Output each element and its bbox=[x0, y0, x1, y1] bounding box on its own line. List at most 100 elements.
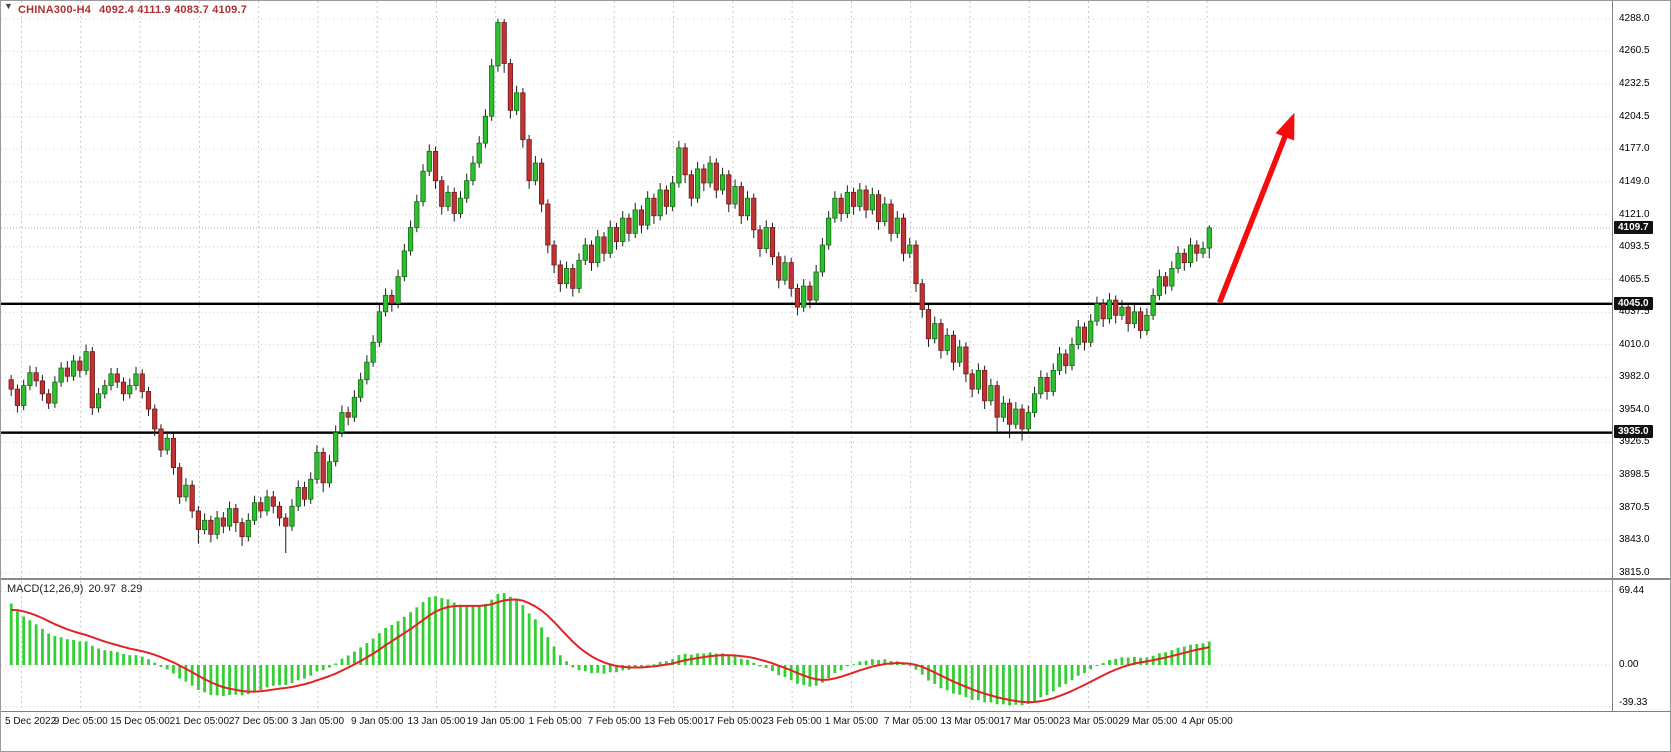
price-tick-label: 4260.5 bbox=[1619, 45, 1650, 57]
candle-body bbox=[545, 203, 551, 246]
candle-body bbox=[938, 323, 944, 351]
macd-histogram-bar bbox=[708, 652, 712, 665]
candle-body bbox=[89, 351, 95, 409]
candle-body bbox=[988, 385, 994, 402]
candle-body bbox=[495, 22, 501, 67]
candle-body bbox=[919, 283, 925, 310]
candle-body bbox=[1163, 276, 1169, 287]
macd-histogram-bar bbox=[153, 662, 157, 665]
chart-plot-area[interactable] bbox=[1, 1, 1612, 711]
candle-body bbox=[788, 262, 794, 289]
macd-histogram-bar bbox=[234, 665, 238, 695]
candle-body bbox=[1081, 326, 1088, 343]
macd-histogram-bar bbox=[1070, 665, 1074, 681]
macd-histogram-bar bbox=[702, 653, 706, 665]
candle-body bbox=[632, 209, 638, 234]
candle-body bbox=[289, 505, 295, 527]
candle-body bbox=[520, 92, 526, 141]
macd-histogram-bar bbox=[421, 602, 425, 665]
candle-body bbox=[1050, 369, 1056, 392]
price-tick-label: 4037.5 bbox=[1619, 306, 1650, 318]
candle-body bbox=[1187, 244, 1194, 264]
candle-body bbox=[489, 65, 495, 117]
macd-histogram-bar bbox=[858, 661, 862, 665]
candle-body bbox=[1113, 299, 1119, 316]
candle-body bbox=[420, 170, 426, 203]
macd-histogram-bar bbox=[571, 665, 575, 668]
candle-body bbox=[682, 147, 688, 176]
macd-histogram-bar bbox=[1020, 665, 1024, 706]
candle-body bbox=[719, 174, 726, 191]
macd-histogram-bar bbox=[1058, 665, 1061, 687]
candle-body bbox=[158, 428, 164, 451]
time-axis[interactable]: 5 Dec 2022 9 Dec 05:00 15 Dec 05:00 21 Dec … bbox=[1, 711, 1670, 751]
price-tick-label: 4093.5 bbox=[1619, 240, 1650, 252]
candle-body bbox=[526, 139, 532, 182]
macd-histogram-bar bbox=[877, 659, 880, 665]
macd-histogram-bar bbox=[296, 665, 300, 681]
candle-body bbox=[863, 189, 869, 211]
candle-body bbox=[957, 346, 963, 363]
macd-histogram-bar bbox=[1089, 665, 1093, 670]
candle-body bbox=[769, 227, 776, 258]
candle-body bbox=[395, 276, 401, 305]
time-axis-label: 1 Feb 05:00 bbox=[528, 716, 582, 727]
candle-body bbox=[982, 369, 988, 402]
macd-tick-label: 0.00 bbox=[1619, 659, 1639, 670]
candle-body bbox=[501, 22, 507, 64]
candle-body bbox=[595, 236, 601, 264]
macd-histogram-bar bbox=[159, 665, 163, 667]
macd-histogram-bar bbox=[78, 641, 82, 665]
macd-histogram-bar bbox=[1064, 665, 1068, 685]
macd-histogram-bar bbox=[1039, 665, 1043, 698]
candle-body bbox=[925, 309, 932, 340]
candle-body bbox=[301, 487, 308, 500]
candle-body bbox=[514, 92, 520, 111]
macd-histogram-bar bbox=[777, 665, 781, 676]
macd-histogram-bar bbox=[1083, 665, 1086, 674]
candle-body bbox=[432, 150, 439, 182]
candle-body bbox=[1175, 252, 1181, 269]
macd-histogram-bar bbox=[1076, 665, 1080, 676]
macd-histogram-bar bbox=[515, 599, 519, 665]
candle-body bbox=[127, 385, 133, 395]
candle-body bbox=[1131, 311, 1137, 324]
macd-histogram-bar bbox=[558, 655, 562, 665]
macd-histogram-bar bbox=[902, 664, 905, 666]
trend-arrow[interactable] bbox=[1217, 112, 1295, 304]
macd-histogram-bar bbox=[833, 665, 837, 674]
horizontal-line-object[interactable] bbox=[1, 302, 1612, 306]
candle-body bbox=[663, 189, 670, 207]
candle-body bbox=[1194, 244, 1200, 254]
macd-histogram-bar bbox=[165, 665, 169, 670]
time-axis-label: 17 Feb 05:00 bbox=[703, 716, 763, 727]
time-axis-label: 13 Mar 05:00 bbox=[940, 716, 1000, 727]
candle-body bbox=[389, 295, 395, 305]
price-axis[interactable]: 4288.0 4260.5 4232.5 4204.5 4177.0 4149.0 4121… bbox=[1612, 1, 1670, 711]
candle-body bbox=[1088, 320, 1094, 343]
macd-histogram-bar bbox=[540, 627, 543, 665]
macd-histogram-bar bbox=[409, 612, 412, 665]
macd-histogram-bar bbox=[1045, 665, 1049, 696]
candle-body bbox=[851, 191, 857, 207]
macd-histogram-bar bbox=[1139, 657, 1143, 665]
macd-histogram-bar bbox=[459, 604, 462, 665]
macd-histogram-bar bbox=[371, 638, 375, 665]
candle-body bbox=[95, 393, 102, 409]
macd-histogram-bar bbox=[1114, 658, 1118, 665]
candle-body bbox=[345, 412, 351, 418]
candle-body bbox=[944, 334, 950, 351]
horizontal-line-object[interactable] bbox=[1, 431, 1612, 434]
candle-body bbox=[688, 174, 694, 199]
macd-histogram-bar bbox=[353, 651, 356, 665]
candle-body bbox=[1106, 299, 1113, 320]
candle-body bbox=[607, 227, 613, 254]
candle-body bbox=[651, 197, 657, 217]
macd-histogram-bar bbox=[72, 639, 75, 665]
time-axis-label: 9 Jan 05:00 bbox=[351, 716, 404, 727]
time-axis-label: 13 Feb 05:00 bbox=[644, 716, 704, 727]
macd-histogram-bar bbox=[59, 637, 63, 665]
candle-body bbox=[844, 191, 850, 214]
panel-separator[interactable] bbox=[1, 578, 1670, 580]
